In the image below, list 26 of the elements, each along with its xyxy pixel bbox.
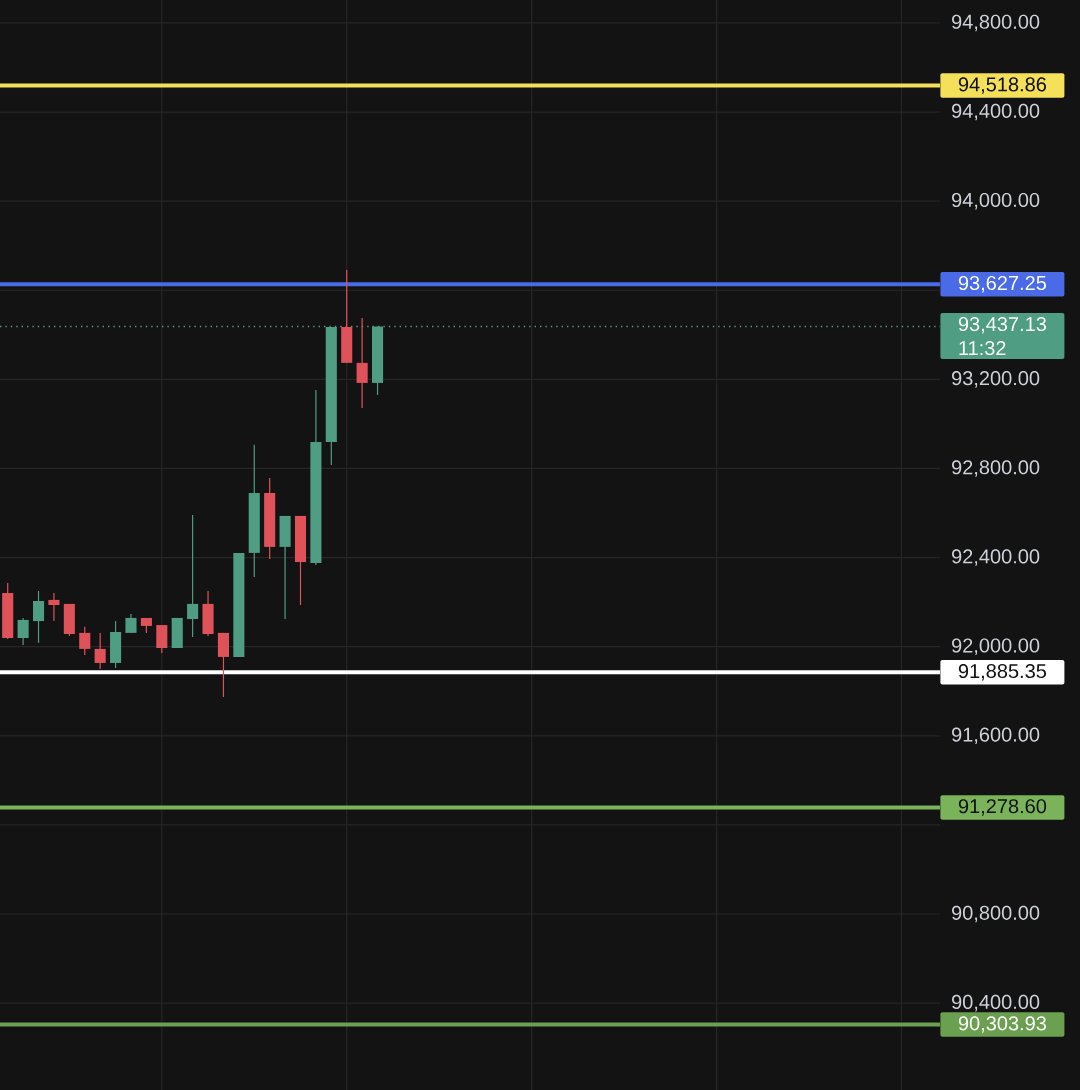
ref-line-label: 93,437.13 — [958, 316, 1047, 334]
candlestick — [125, 613, 137, 634]
candlestick — [94, 632, 106, 670]
y-tick-label: 94,000.00 — [952, 192, 1040, 210]
y-tick-label: 94,800.00 — [952, 14, 1040, 32]
candlestick — [187, 514, 199, 638]
y-tick-label: 91,600.00 — [952, 727, 1040, 745]
y-tick-label: 90,800.00 — [952, 905, 1040, 923]
candlestick — [48, 592, 60, 622]
ref-line-label: 94,518.86 — [958, 77, 1047, 94]
y-tick-label: 92,800.00 — [952, 460, 1040, 477]
y-tick-label: 94,400.00 — [952, 103, 1040, 121]
ref-line-label: 93,627.25 — [958, 275, 1047, 293]
ref-line-label: 91,885.35 — [958, 663, 1047, 681]
y-tick-label: 92,000.00 — [952, 638, 1040, 655]
candlestick — [156, 624, 168, 654]
ref-line-label: 91,278.60 — [958, 799, 1047, 816]
candlestick — [356, 317, 368, 409]
ref-line-label: 90,303.93 — [958, 1016, 1047, 1033]
text: 11:32 — [959, 340, 1006, 356]
candlestick — [17, 617, 29, 646]
y-tick-label: 93,200.00 — [952, 371, 1040, 388]
candlestick — [79, 626, 91, 656]
y-tick-label: 90,400.00 — [952, 994, 1040, 1012]
candlestick — [32, 590, 45, 644]
y-tick-label: 92,400.00 — [952, 549, 1040, 566]
